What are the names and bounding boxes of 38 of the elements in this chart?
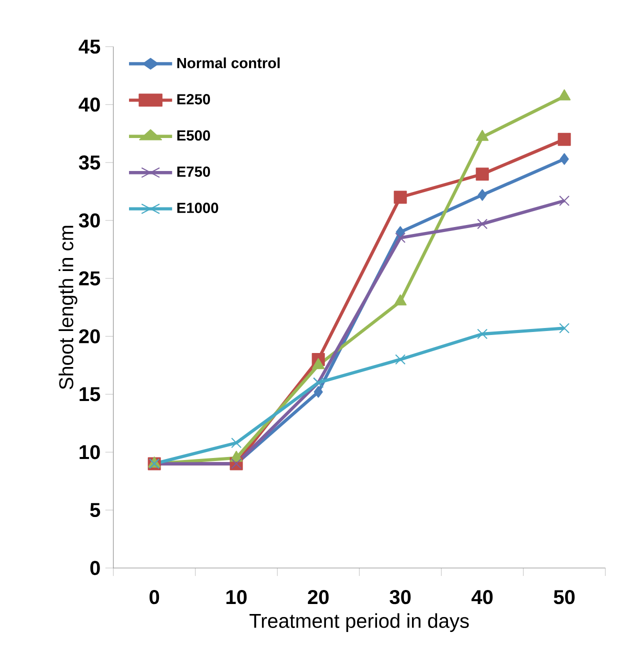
point — [394, 190, 408, 204]
y-tick-label: 25 — [79, 271, 100, 286]
x-tick-label: 0 — [150, 590, 160, 604]
x-axis-title: Treatment period in days — [250, 613, 469, 632]
point — [231, 438, 242, 448]
point — [314, 386, 324, 398]
y-axis-title: Shoot length in cm — [58, 226, 78, 390]
y-tick-label: 40 — [78, 98, 100, 112]
point — [396, 226, 406, 238]
y-tick-label: 10 — [80, 445, 100, 460]
legend-label: E750 — [178, 166, 210, 177]
legend-label: E250 — [178, 94, 210, 104]
y-tick-label: 45 — [78, 40, 100, 54]
y-tick-label: 5 — [90, 503, 100, 518]
y-tick-label: 20 — [79, 329, 100, 344]
point — [478, 189, 488, 201]
point — [395, 354, 406, 365]
legend-label: E500 — [178, 130, 210, 141]
point — [395, 232, 406, 244]
point — [312, 358, 325, 370]
point — [558, 132, 572, 146]
y-tick-label: 30 — [79, 213, 100, 228]
x-tick-label: 40 — [472, 590, 493, 604]
point — [559, 322, 570, 334]
point — [477, 328, 488, 340]
point — [476, 168, 490, 181]
legend-label: Normal control — [178, 57, 280, 68]
x-tick-label: 10 — [226, 590, 247, 604]
x-tick-label: 20 — [308, 590, 329, 604]
point — [477, 218, 488, 230]
legend-label: E1000 — [178, 202, 218, 214]
y-tick-label: 35 — [79, 155, 100, 170]
point — [560, 153, 570, 165]
point — [559, 196, 570, 206]
x-tick-label: 30 — [390, 590, 411, 604]
x-tick-label: 50 — [554, 590, 575, 604]
y-tick-label: 0 — [90, 560, 100, 576]
y-tick-label: 15 — [80, 387, 100, 402]
